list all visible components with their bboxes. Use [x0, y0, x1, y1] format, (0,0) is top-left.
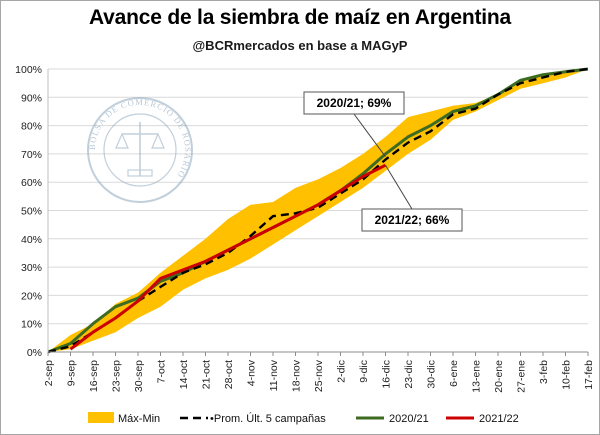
x-tick-label: 28-oct — [223, 360, 235, 389]
legend-swatch-max-min — [88, 412, 114, 423]
x-tick-label: 20-ene — [493, 360, 505, 393]
y-tick-label: 100% — [15, 64, 42, 76]
x-tick-label: 13-ene — [471, 360, 483, 393]
y-tick-label: 90% — [21, 92, 42, 104]
legend-label-prom: •Prom. Últ. 5 campañas — [210, 412, 326, 425]
x-tick-label: 23-dic — [403, 360, 415, 389]
x-tick-label: 14-oct — [178, 360, 190, 389]
x-tick-label: 25-nov — [313, 359, 325, 392]
y-tick-label: 70% — [21, 149, 42, 161]
x-tick-label: 2-dic — [336, 360, 348, 383]
axes: 0% 10% 20% 30% 40% 50% 60% 70% 80% 90% 100% 2-sep 9-… — [15, 64, 595, 393]
chart-title: Avance de la siembra de maíz en Argentin… — [88, 6, 512, 29]
annotation-box-2021-22 — [361, 208, 463, 232]
x-tick-label: 10-feb — [561, 360, 573, 390]
y-tick-label: 0% — [27, 347, 42, 359]
x-tick-label: 23-sep — [111, 360, 123, 392]
annotation-leader-2021-22 — [385, 164, 413, 210]
x-tick-label: 9-sep — [66, 360, 78, 386]
y-tick-label: 50% — [21, 206, 42, 218]
x-tick-label: 30-dic — [426, 360, 438, 389]
x-tick-label: 11-nov — [268, 359, 280, 391]
bcr-seal-watermark: BOLSA DE COMERCIO DE ROSARIO — [87, 97, 193, 203]
x-tick-label: 6-ene — [448, 360, 460, 387]
legend-label-2020-21: 2020/21 — [389, 413, 429, 425]
annotation-2021-22: 2021/22; 66% — [375, 213, 450, 227]
y-tick-label: 30% — [21, 262, 42, 274]
x-tick-label: 2-sep — [43, 360, 55, 386]
x-tick-label: 17-feb — [583, 360, 595, 390]
x-tick-label: 30-sep — [133, 360, 145, 392]
y-tick-label: 10% — [21, 319, 42, 331]
x-tick-label: 7-oct — [156, 360, 168, 383]
y-tick-label: 20% — [21, 290, 42, 302]
annotation-leader-2020-21 — [353, 113, 386, 158]
annotation-2020-21: 2020/21; 69% — [317, 96, 392, 110]
band-max-min — [48, 69, 588, 352]
x-tick-label: 21-oct — [201, 360, 213, 389]
x-tick-label: 9-dic — [358, 360, 370, 383]
annotation-box-2020-21 — [303, 91, 405, 115]
legend: Máx-Min •Prom. Últ. 5 campañas 2020/21 2021… — [88, 412, 519, 425]
x-tick-label: 27-ene — [516, 360, 528, 393]
y-tick-label: 60% — [21, 177, 42, 189]
y-tick-label: 80% — [21, 121, 42, 133]
x-tick-label: 3-feb — [538, 360, 550, 384]
x-tick-label: 16-dic — [381, 360, 393, 389]
x-tick-label: 4-nov — [246, 359, 258, 386]
plot-area — [47, 67, 589, 354]
y-tick-label: 40% — [21, 234, 42, 246]
line-2021-22 — [69, 163, 387, 351]
x-tick-label: 18-nov — [291, 359, 303, 392]
legend-label-max-min: Máx-Min — [118, 413, 160, 425]
annotations: 2020/21; 69% 2021/22; 66% — [303, 91, 463, 232]
x-tick-label: 16-sep — [88, 360, 100, 392]
legend-label-2021-22: 2021/22 — [479, 413, 519, 425]
chart-subtitle: @BCRmercados en base a MAGyP — [192, 38, 408, 53]
